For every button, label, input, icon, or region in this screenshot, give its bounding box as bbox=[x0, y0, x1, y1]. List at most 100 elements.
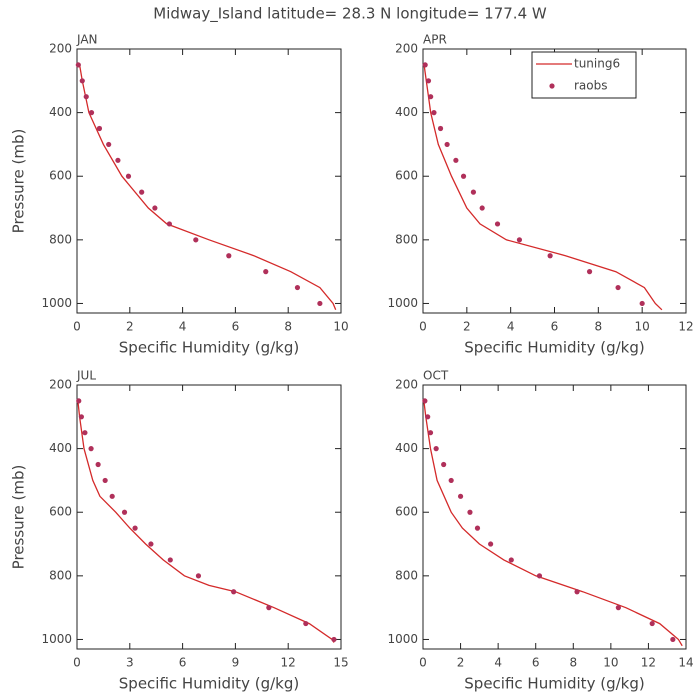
data-point bbox=[266, 605, 272, 611]
x-tick-label: 0 bbox=[73, 656, 81, 670]
data-point bbox=[437, 125, 444, 132]
data-point bbox=[428, 94, 434, 100]
data-point bbox=[226, 253, 232, 259]
data-point bbox=[425, 414, 431, 420]
legend-label: raobs bbox=[574, 79, 608, 93]
y-axis-label: Pressure (mb) bbox=[10, 129, 28, 234]
data-point bbox=[615, 284, 621, 291]
data-point bbox=[433, 446, 439, 452]
data-point bbox=[586, 269, 593, 275]
data-point bbox=[457, 493, 464, 499]
x-tick-label: 14 bbox=[678, 656, 693, 670]
panel-title: JAN bbox=[76, 33, 98, 47]
x-tick-label: 12 bbox=[678, 320, 693, 334]
data-point bbox=[670, 636, 676, 643]
data-point bbox=[75, 62, 81, 68]
data-point bbox=[422, 398, 428, 404]
x-tick-label: 6 bbox=[232, 320, 240, 334]
data-point bbox=[547, 253, 553, 259]
data-point bbox=[139, 189, 145, 195]
data-point bbox=[231, 589, 237, 595]
panel-title: JUL bbox=[76, 369, 96, 383]
y-tick-label: 1000 bbox=[41, 632, 72, 646]
y-tick-label: 800 bbox=[49, 568, 72, 582]
data-point bbox=[106, 141, 112, 148]
data-point bbox=[444, 141, 450, 148]
x-tick-label: 4 bbox=[507, 320, 515, 334]
data-line bbox=[78, 64, 337, 311]
plot-frame bbox=[76, 384, 342, 650]
x-tick-label: 6 bbox=[532, 656, 540, 670]
data-point bbox=[193, 237, 199, 243]
x-tick-label: 10 bbox=[333, 320, 348, 334]
data-line bbox=[423, 64, 663, 311]
y-tick-label: 200 bbox=[395, 378, 418, 392]
data-point bbox=[427, 430, 434, 436]
plot-frame bbox=[76, 48, 342, 314]
y-tick-label: 800 bbox=[49, 232, 72, 246]
y-tick-label: 600 bbox=[395, 169, 418, 183]
data-point bbox=[508, 557, 514, 563]
legend-box bbox=[531, 51, 637, 99]
data-point bbox=[479, 205, 485, 211]
x-tick-label: 8 bbox=[595, 320, 603, 334]
data-point bbox=[195, 573, 202, 579]
y-axis-label: Pressure (mb) bbox=[10, 465, 28, 570]
y-tick-label: 600 bbox=[395, 505, 418, 519]
data-point bbox=[263, 269, 269, 275]
x-tick-label: 3 bbox=[126, 656, 134, 670]
data-point bbox=[166, 221, 172, 227]
y-tick-label: 200 bbox=[395, 42, 418, 56]
data-point bbox=[536, 573, 543, 579]
data-point bbox=[615, 605, 621, 611]
data-point bbox=[494, 221, 501, 227]
x-tick-label: 6 bbox=[551, 320, 559, 334]
data-point bbox=[109, 493, 115, 499]
data-line bbox=[423, 400, 683, 647]
data-point bbox=[448, 477, 454, 484]
data-point bbox=[331, 636, 337, 643]
y-tick-label: 600 bbox=[49, 169, 72, 183]
figure-title: Midway_Island latitude= 28.3 N longitude… bbox=[153, 5, 547, 24]
x-tick-label: 10 bbox=[635, 320, 650, 334]
y-tick-label: 200 bbox=[49, 378, 72, 392]
legend-swatch bbox=[549, 83, 555, 89]
data-point bbox=[115, 157, 121, 163]
x-tick-label: 6 bbox=[179, 656, 187, 670]
data-point bbox=[132, 525, 138, 531]
data-point bbox=[303, 620, 309, 627]
x-axis-label: Specific Humidity (g/kg) bbox=[119, 339, 299, 357]
y-tick-label: 800 bbox=[395, 232, 418, 246]
y-tick-label: 400 bbox=[395, 441, 418, 455]
x-tick-label: 9 bbox=[232, 656, 240, 670]
x-tick-label: 8 bbox=[569, 656, 577, 670]
data-point bbox=[474, 525, 481, 531]
x-tick-label: 2 bbox=[126, 320, 134, 334]
data-point bbox=[574, 589, 580, 595]
x-tick-label: 4 bbox=[494, 656, 502, 670]
y-tick-label: 1000 bbox=[387, 296, 418, 310]
y-tick-label: 400 bbox=[49, 441, 72, 455]
x-axis-label: Specific Humidity (g/kg) bbox=[464, 675, 644, 693]
x-axis-label: Specific Humidity (g/kg) bbox=[464, 339, 644, 357]
data-point bbox=[88, 110, 95, 116]
x-tick-label: 4 bbox=[179, 320, 187, 334]
panel-title: OCT bbox=[423, 369, 449, 383]
x-tick-label: 0 bbox=[419, 656, 427, 670]
x-tick-label: 10 bbox=[603, 656, 618, 670]
panel-title: APR bbox=[423, 33, 447, 47]
data-point bbox=[76, 398, 82, 404]
y-tick-label: 600 bbox=[49, 505, 72, 519]
data-point bbox=[167, 557, 173, 563]
data-point bbox=[460, 173, 467, 179]
data-point bbox=[441, 461, 447, 468]
x-tick-label: 12 bbox=[641, 656, 656, 670]
data-point bbox=[425, 78, 432, 84]
x-tick-label: 15 bbox=[333, 656, 348, 670]
y-tick-label: 400 bbox=[395, 105, 418, 119]
y-tick-label: 1000 bbox=[387, 632, 418, 646]
x-tick-label: 8 bbox=[284, 320, 292, 334]
data-point bbox=[488, 541, 494, 547]
